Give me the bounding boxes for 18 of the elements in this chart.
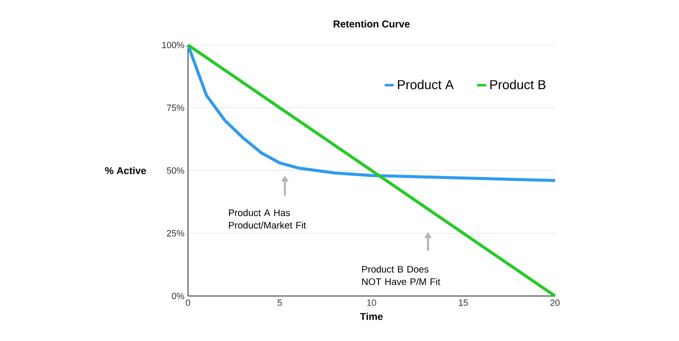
y-tick-label: 25% xyxy=(166,230,184,236)
x-tick-label: 10 xyxy=(367,300,376,306)
y-tick-label: 75% xyxy=(166,104,184,111)
line-series xyxy=(186,44,556,182)
x-tick-label: 0 xyxy=(186,300,190,306)
y-tick-label: 50% xyxy=(166,167,184,174)
y-tick-label: 0% xyxy=(172,292,184,300)
x-tick-label: 15 xyxy=(458,300,468,306)
y-tick-label: 100% xyxy=(162,42,184,48)
x-axis-title: Time xyxy=(360,312,383,320)
legend-label: Product A xyxy=(398,80,454,90)
legend-label: Product B xyxy=(490,80,546,90)
x-tick-label: 5 xyxy=(278,300,282,306)
annotation: Product A Has Product/Market Fit xyxy=(229,209,306,229)
y-axis-title: % Active xyxy=(105,166,146,174)
x-tick-label: 20 xyxy=(550,300,560,306)
chart-title: Retention Curve xyxy=(334,20,410,28)
annotation: Product B Does NOT Have P/M Fit xyxy=(362,266,440,286)
